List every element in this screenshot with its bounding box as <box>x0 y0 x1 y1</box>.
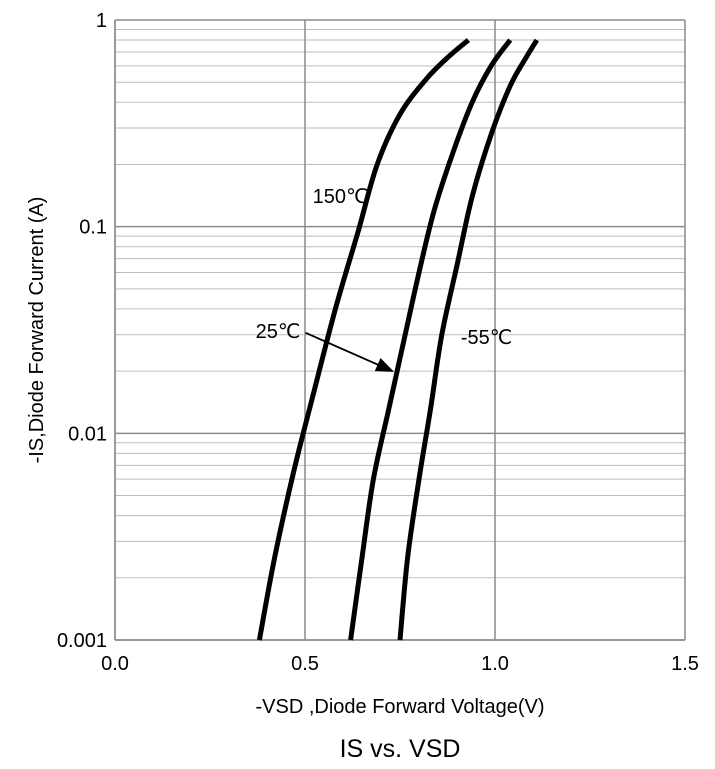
series-layer <box>256 38 539 641</box>
x-tick-label: 1.0 <box>481 653 509 675</box>
y-tick-label: 0.001 <box>57 630 107 652</box>
chart-caption: IS vs. VSD <box>340 735 461 763</box>
x-tick-label: 0.5 <box>291 653 319 675</box>
annotation-label: -55℃ <box>461 327 512 349</box>
y-tick-label: 0.1 <box>79 217 107 239</box>
x-tick-label: 1.5 <box>671 653 699 675</box>
annotation-label: 150℃ <box>313 186 369 208</box>
series-line-1 <box>348 38 513 641</box>
annotation-arrow <box>305 331 395 372</box>
series-line-0 <box>256 38 471 641</box>
y-tick-label: 0.01 <box>68 423 107 445</box>
tick-labels: 0.0 0.5 1.0 1.5 0.001 0.01 0.1 1 <box>57 10 699 675</box>
series-line-2 <box>397 38 539 641</box>
annotation-label: 25℃ <box>256 321 301 343</box>
y-axis-label: -IS,Diode Forward Current (A) <box>26 197 48 464</box>
annotations: 150℃ 25℃ -55℃ <box>256 186 512 372</box>
grid <box>114 19 686 641</box>
y-tick-label: 1 <box>96 10 107 32</box>
x-tick-label: 0.0 <box>101 653 129 675</box>
x-axis-label: -VSD ,Diode Forward Voltage(V) <box>255 696 544 718</box>
